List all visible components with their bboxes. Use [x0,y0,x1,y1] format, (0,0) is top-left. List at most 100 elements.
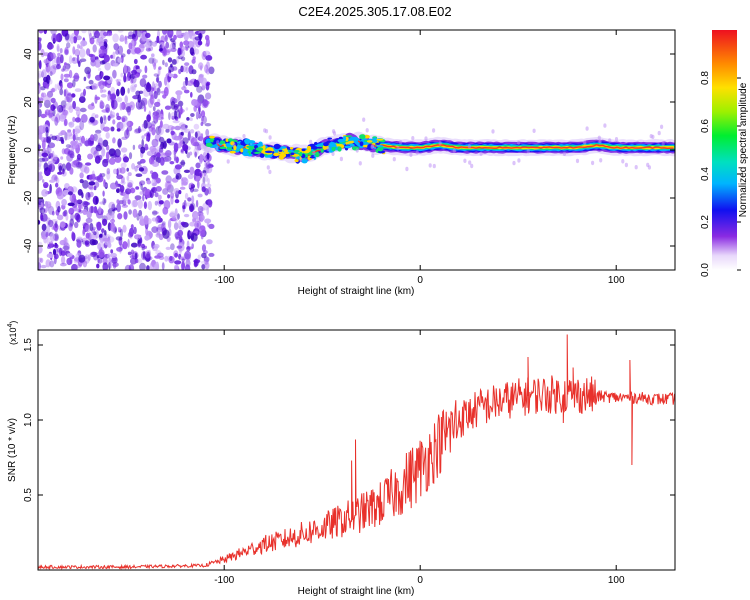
noise-dot [170,243,175,251]
noise-dot [183,213,190,218]
noise-dot [112,137,116,144]
noise-dot [123,74,127,83]
noise-dot [161,262,165,270]
snr-frame [37,329,676,571]
noise-dot [48,241,54,248]
noise-dot [125,106,131,113]
noise-dot [201,264,206,270]
noise-dot [180,65,188,73]
noise-dot [127,179,134,186]
noise-dot [71,57,79,64]
track-scatter-dot [266,165,270,170]
noise-dot [100,71,104,77]
noise-dot [105,132,110,139]
noise-dot [167,194,171,199]
track-scatter-dot [331,151,335,156]
noise-dot [149,189,154,199]
noise-dot [120,86,126,96]
noise-dot [170,63,173,68]
track-scatter-dot [614,137,619,142]
signal-blob [240,148,244,153]
track-scatter-dot [309,139,313,145]
noise-dot [188,32,193,39]
signal-blob [218,140,226,144]
noise-dot [41,140,46,150]
noise-dot [134,128,142,134]
snr-series-line [38,334,675,570]
signal-blob [359,141,364,147]
noise-dot [49,71,53,77]
noise-dot [99,201,105,205]
signal-blob [229,150,236,154]
noise-dot [184,125,188,129]
noise-dot [98,41,105,48]
noise-dot [62,245,70,250]
noise-dot [91,228,96,234]
noise-dot [177,108,185,113]
noise-dot [152,110,160,120]
noise-dot [126,183,134,193]
noise-dot [123,120,131,128]
noise-dot [170,195,174,205]
noise-dot [144,235,150,241]
noise-dot [39,86,46,91]
noise-dot [106,168,111,175]
noise-dot [176,245,183,249]
noise-dot [127,182,133,188]
snr-x-label: Height of straight line (km) [298,586,415,597]
noise-dot [66,257,72,266]
noise-dot [116,247,123,252]
noise-dot [138,167,145,172]
noise-dot [158,126,165,135]
signal-blob [311,146,318,150]
noise-dot [164,35,168,43]
noise-dot [102,237,110,242]
noise-dot [87,254,91,261]
noise-dot [89,173,96,182]
noise-dot [76,208,80,213]
noise-dot [74,125,82,134]
noise-dot [128,42,133,50]
noise-dot [142,251,146,260]
noise-dot [58,247,63,257]
colorbar-tick-label: 0.0 [700,263,711,277]
track-scatter-dot [215,146,219,151]
noise-dot [74,88,82,92]
noise-dot [193,105,197,112]
noise-dot [151,178,157,187]
noise-dot [171,216,177,220]
noise-dot [173,222,179,231]
spectrogram-ticks: -100 0 100 -40 -20 0 20 40 [23,30,675,286]
noise-dot [183,40,190,46]
noise-dot [158,147,164,153]
signal-blob [240,140,245,146]
signal-blob [258,141,263,147]
noise-dot [119,243,124,250]
noise-dot [66,253,73,257]
noise-dot [42,179,45,183]
snr-scale-exp: 4 [7,323,14,327]
track-scatter-dot [263,128,267,133]
noise-dot [39,207,46,215]
noise-dot [164,62,168,68]
noise-dot [75,264,82,269]
noise-dot [172,120,180,124]
colorbar: 0.0 0.2 0.4 0.6 0.8 Normalized spectral ampl… [700,30,749,277]
signal-blob [265,150,273,153]
noise-dot [62,104,66,112]
signal-blob [280,146,287,149]
noise-dot [133,30,138,38]
noise-dot [102,183,108,188]
noise-dot [132,144,136,150]
noise-dot [184,128,191,134]
noise-dot [52,210,55,216]
noise-dot [57,52,61,57]
noise-dot [38,73,42,79]
noise-dot [53,223,59,232]
signal-blob [244,148,248,152]
noise-dot [183,169,191,173]
noise-dot [180,126,188,133]
noise-dot [48,79,53,85]
noise-dot [189,202,196,211]
track-scatter-dot [517,158,521,163]
